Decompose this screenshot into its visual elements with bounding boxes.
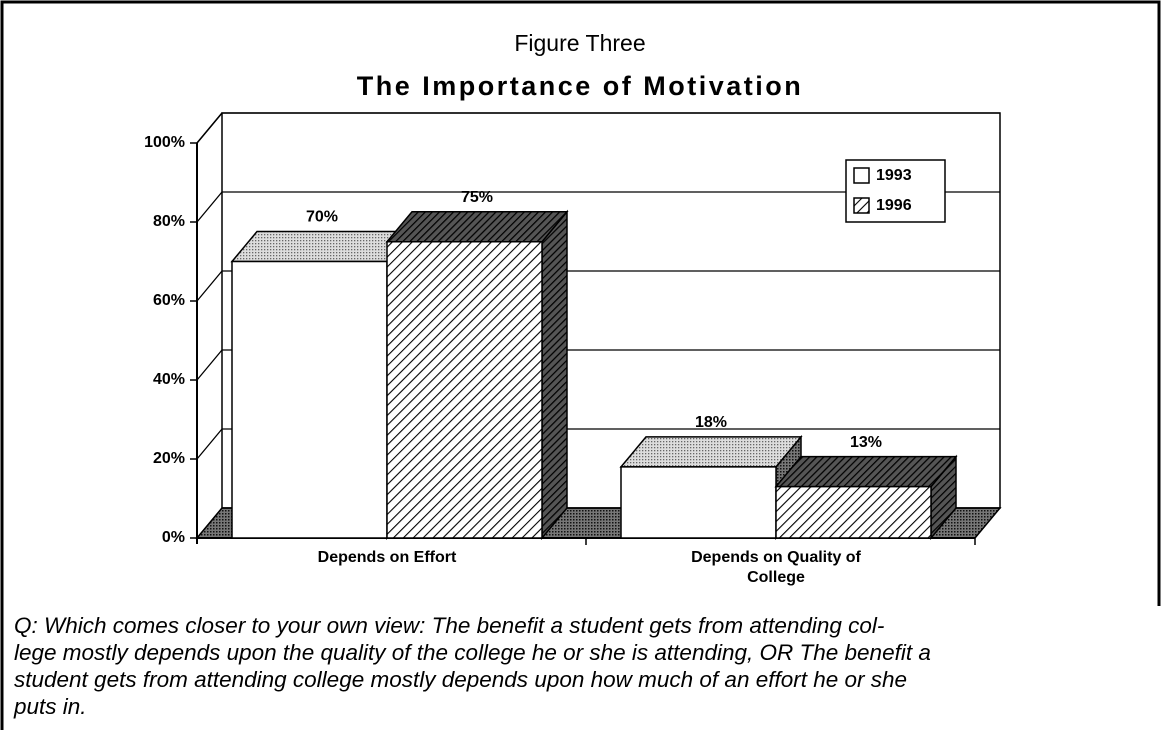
y-tick-label: 40%: [153, 371, 185, 388]
legend-swatch: [853, 197, 870, 214]
caption: Q: Which comes closer to your own view: …: [14, 612, 1154, 720]
chart-title: The Importance of Motivation: [357, 71, 804, 101]
value-label: 70%: [306, 209, 338, 226]
bar-side: [541, 209, 568, 541]
bar: [620, 466, 777, 539]
grid-line: [196, 349, 1000, 381]
grid-line: [196, 428, 1000, 460]
legend-swatch: [853, 167, 870, 184]
y-tick-label: 80%: [153, 213, 185, 230]
bar-top: [230, 230, 414, 263]
value-label: 13%: [850, 434, 882, 451]
y-tick-label: 0%: [162, 529, 185, 546]
chart-subtitle: Figure Three: [514, 30, 645, 56]
bar: [775, 485, 932, 539]
value-label: 75%: [461, 189, 493, 206]
value-label: 18%: [695, 414, 727, 431]
legend-label: 1996: [876, 197, 912, 214]
caption-line: puts in.: [14, 694, 87, 719]
grid-line: [196, 191, 1000, 223]
grid-line: [196, 270, 1000, 302]
x-tick-label: Depends on Quality of College: [691, 549, 861, 586]
x-tick-label: Depends on Effort: [317, 549, 457, 566]
bar-top: [385, 211, 569, 243]
caption-line: student gets from attending college most…: [14, 667, 908, 692]
y-tick-label: 20%: [153, 450, 185, 467]
grid-line: [196, 112, 1000, 144]
y-tick-label: 60%: [153, 292, 185, 309]
legend-label: 1993: [876, 167, 912, 184]
caption-line: Q: Which comes closer to your own view: …: [14, 613, 885, 638]
caption-line: lege mostly depends upon the quality of …: [14, 640, 931, 665]
y-tick-label: 100%: [144, 134, 185, 151]
bar-top: [619, 436, 803, 468]
bar: [386, 241, 543, 539]
bar: [231, 260, 388, 539]
bar-top: [774, 455, 958, 488]
